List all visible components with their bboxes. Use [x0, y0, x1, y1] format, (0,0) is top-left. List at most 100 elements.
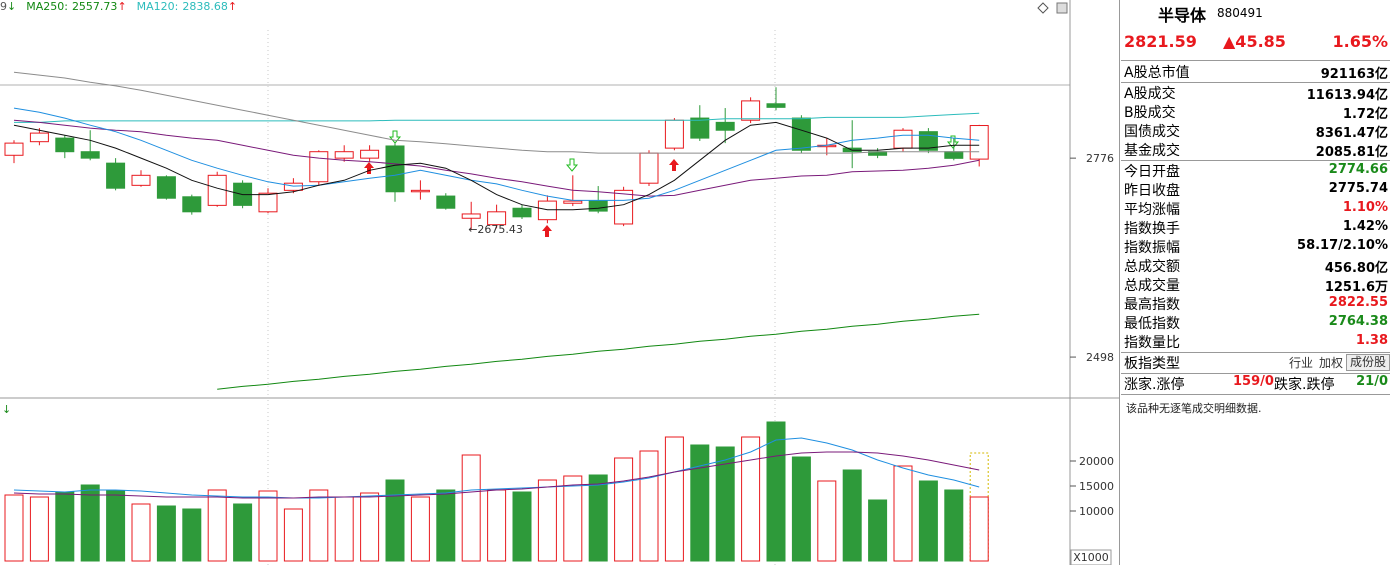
breadth-label: 涨家.涨停 — [1124, 377, 1185, 393]
low-annotation: ←2675.43 — [468, 223, 523, 236]
volume-bar — [918, 480, 938, 562]
volume-bar — [639, 450, 659, 562]
legend-name: MA120: — [137, 0, 179, 13]
candle-body — [80, 151, 100, 159]
legend: 9↓ MA250: 2557.73↑ MA120: 2838.68↑ — [0, 0, 237, 13]
buy-signal — [364, 162, 374, 174]
volume-bar — [741, 436, 761, 562]
row-label: 平均涨幅 — [1124, 202, 1180, 218]
row-value: 1.10% — [1342, 200, 1388, 215]
candle-body — [690, 117, 710, 139]
index-type-option[interactable]: 加权 — [1318, 356, 1343, 370]
separator — [1121, 60, 1390, 61]
square-icon[interactable] — [1056, 2, 1068, 14]
row-value: 8361.47亿 — [1315, 126, 1388, 141]
row-label: 总成交额 — [1124, 259, 1180, 275]
note: 该品种无逐笔成交明细数据. — [1126, 402, 1262, 415]
signals — [364, 130, 960, 237]
row-label: 最高指数 — [1124, 297, 1180, 313]
breadth-label: 跌家.跌停 — [1274, 377, 1335, 393]
row-label: 最低指数 — [1124, 316, 1180, 332]
candle-body — [969, 125, 989, 160]
row-label: 指数振幅 — [1124, 240, 1180, 256]
candle-body — [715, 121, 735, 131]
candle-body — [639, 152, 659, 184]
volume-ma-line — [13, 437, 980, 499]
row-value: 58.17/2.10% — [1297, 238, 1388, 253]
row-value: 2822.55 — [1328, 295, 1388, 310]
row-label: 总成交量 — [1124, 278, 1180, 294]
legend-trend: ↑ — [228, 0, 237, 13]
unit-label: X1000 — [1073, 551, 1109, 564]
volume-bar — [233, 503, 253, 562]
candle-body — [55, 137, 75, 153]
row-value: 1.38 — [1355, 333, 1388, 348]
row-value: 1.72亿 — [1342, 107, 1388, 122]
volume-bar — [893, 465, 913, 562]
volume-bar — [131, 503, 151, 562]
separator — [1121, 160, 1390, 161]
index-type-option[interactable]: 成份股 — [1346, 354, 1390, 371]
volume-bar — [4, 494, 24, 562]
volume-ma-line — [13, 451, 980, 499]
row-label: 国债成交 — [1124, 124, 1180, 140]
candle-body — [106, 162, 126, 189]
volume-bar — [487, 489, 507, 562]
volume-bar — [182, 508, 202, 562]
row-value: 921163亿 — [1320, 67, 1388, 82]
volume-bar — [461, 454, 481, 562]
row-label: 昨日收盘 — [1124, 183, 1180, 199]
row-label: A股成交 — [1124, 86, 1176, 102]
candle-body — [4, 142, 24, 156]
y-tick-label: 20000 — [1079, 455, 1114, 468]
ma-line — [13, 71, 980, 154]
candle-body — [29, 132, 49, 143]
candle-body — [512, 207, 532, 218]
row-value: 456.80亿 — [1324, 261, 1388, 276]
breadth-value: 159/0 — [1233, 374, 1274, 389]
row-label: 板指类型 — [1124, 356, 1180, 372]
candle-body — [436, 195, 456, 209]
legend-fragment: 9 — [0, 0, 7, 13]
change: ▲45.85 — [1223, 32, 1286, 51]
candle-body — [537, 200, 557, 221]
candle-body — [614, 189, 634, 225]
sell-signal — [565, 158, 579, 172]
volume-bar — [715, 446, 735, 562]
row-label: 基金成交 — [1124, 143, 1180, 159]
ma-line — [217, 313, 980, 390]
candle-body — [182, 196, 202, 213]
volume-bar — [944, 489, 964, 562]
index-type-option[interactable]: 行业 — [1288, 356, 1313, 370]
ma-line — [13, 121, 980, 211]
index-code: 880491 — [1217, 6, 1263, 20]
volume-bar — [842, 469, 862, 562]
legend-value: 2838.68 — [182, 0, 228, 13]
volume-bar — [55, 491, 75, 562]
candle-body — [360, 149, 380, 159]
candle-body — [893, 129, 913, 149]
volume-bar — [80, 484, 100, 562]
info-panel: 半导体 880491 2821.59 ▲45.85 1.65% A股总市值 921163亿 A… — [1121, 0, 1390, 565]
price: 2821.59 — [1124, 32, 1197, 51]
diamond-icon[interactable] — [1037, 2, 1049, 14]
row-value: 1251.6万 — [1324, 280, 1388, 295]
volume-bar — [664, 436, 684, 562]
volume-bar — [969, 496, 989, 562]
candle-body — [461, 213, 481, 219]
row-label: 指数换手 — [1124, 221, 1180, 237]
row-value: 11613.94亿 — [1306, 88, 1388, 103]
breadth-value: 21/0 — [1356, 374, 1388, 389]
volume-bar — [207, 489, 227, 562]
volume-bar — [106, 490, 126, 562]
candle-body — [131, 174, 151, 186]
candle-body — [664, 119, 684, 149]
legend-value: 2557.73 — [72, 0, 118, 13]
row-value: 2774.66 — [1328, 162, 1388, 177]
row-label: 指数量比 — [1124, 335, 1180, 351]
ma-line — [13, 107, 980, 201]
ma-line — [14, 112, 980, 123]
row-label: B股成交 — [1124, 105, 1176, 121]
